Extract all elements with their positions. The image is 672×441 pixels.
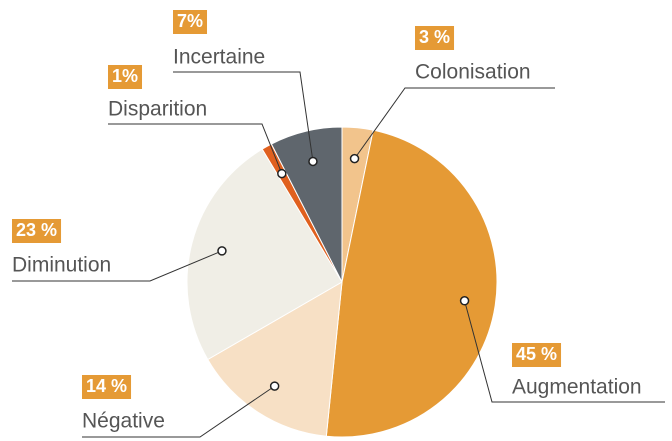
- leader-dot: [459, 296, 470, 306]
- category-label: Incertaine: [173, 46, 265, 69]
- category-label: Colonisation: [415, 61, 531, 84]
- pie-slice: [270, 126, 343, 283]
- leader-dot: [349, 153, 360, 164]
- value-label-box: [173, 10, 208, 34]
- leader-dot: [308, 156, 318, 167]
- leader-line: [108, 123, 283, 174]
- value-label: 3 %: [419, 27, 450, 47]
- pie-slice: [325, 129, 498, 438]
- value-label: 23 %: [16, 220, 57, 240]
- leader-line: [464, 300, 665, 403]
- leader-dot: [277, 168, 287, 179]
- leader-dot: [217, 246, 227, 256]
- value-label-box: [415, 26, 455, 50]
- pie-slice: [207, 281, 343, 437]
- category-label: Diminution: [12, 254, 111, 277]
- leader-line: [82, 385, 275, 438]
- category-label: Disparition: [108, 98, 207, 121]
- value-label: 1%: [112, 66, 138, 86]
- value-label-box: [512, 343, 562, 367]
- value-label: 45 %: [516, 344, 557, 364]
- value-label: 14 %: [86, 376, 127, 396]
- leader-line: [12, 250, 223, 282]
- leader-dot: [269, 381, 280, 391]
- category-label: Augmentation: [512, 376, 642, 399]
- leader-line: [173, 71, 314, 162]
- value-label: 7%: [177, 11, 203, 31]
- value-label-box: [12, 219, 62, 243]
- category-label: Négative: [82, 410, 165, 433]
- value-label-box: [82, 375, 132, 399]
- value-label-box: [108, 65, 143, 89]
- pie-slice: [186, 148, 343, 361]
- leader-line: [354, 87, 555, 159]
